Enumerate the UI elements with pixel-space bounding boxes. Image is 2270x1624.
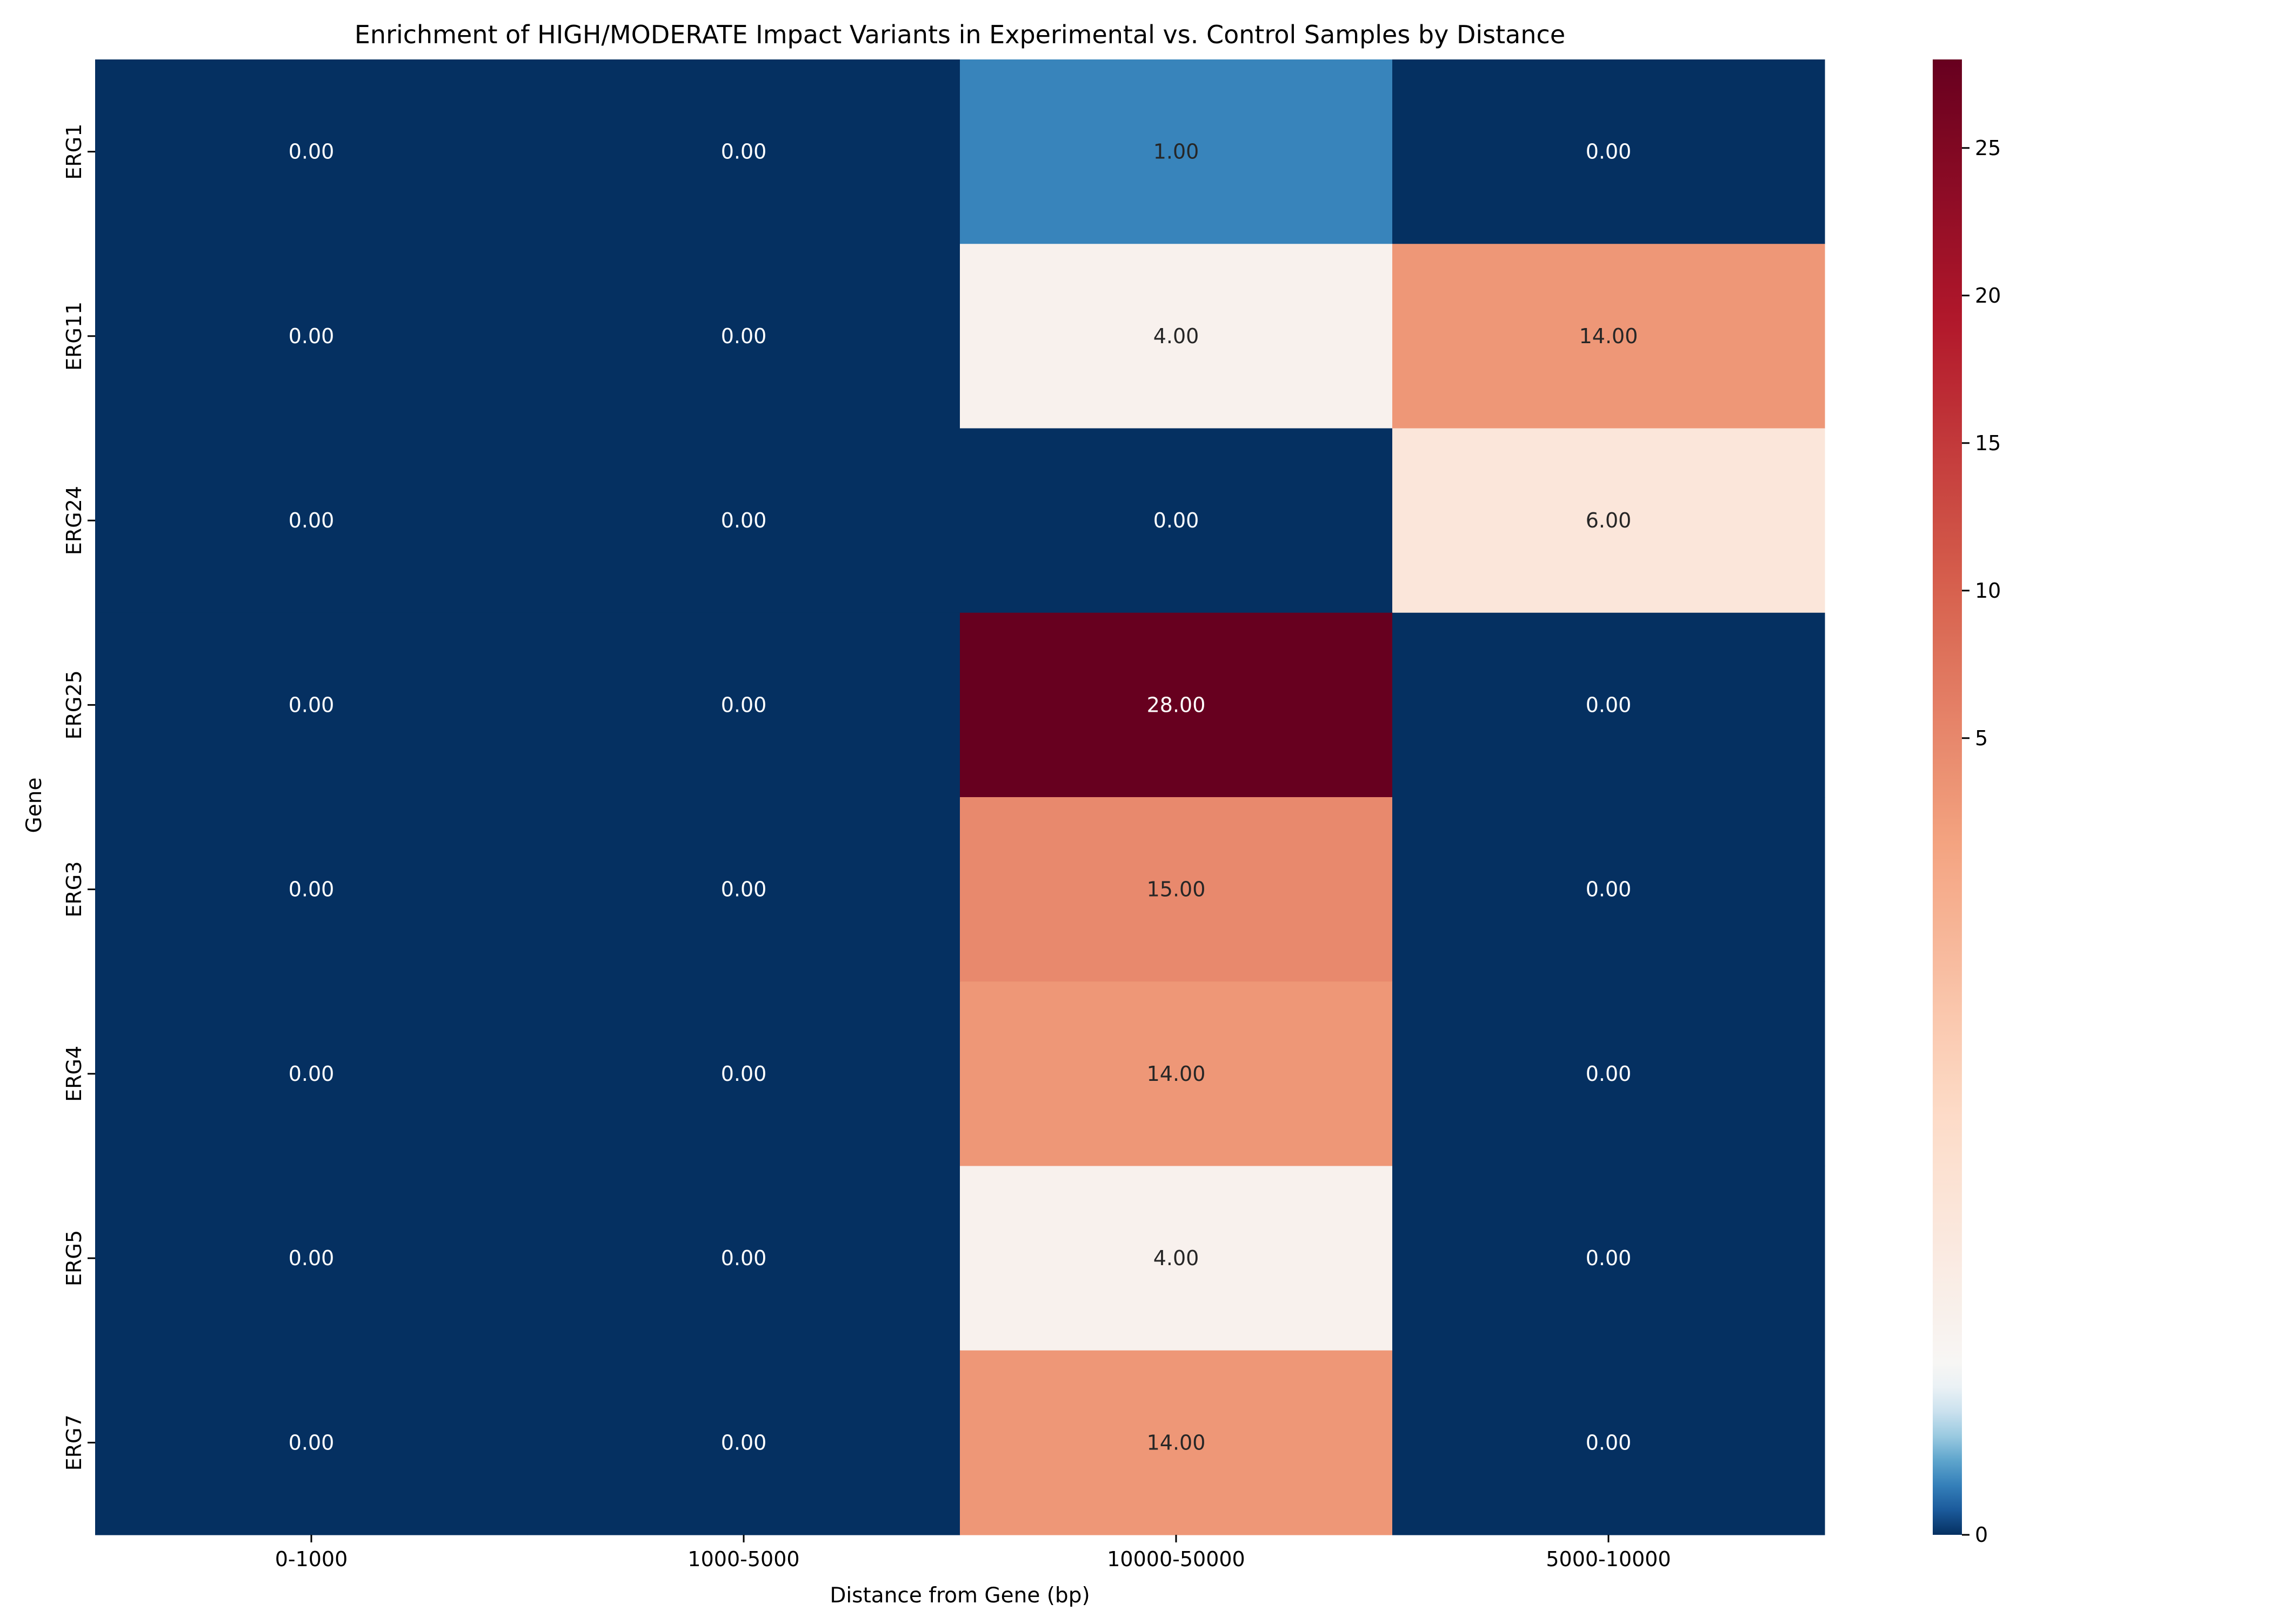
- heatmap-cell: [1392, 1350, 1825, 1535]
- heatmap-cell: [960, 797, 1393, 982]
- heatmap-cell: [95, 244, 528, 429]
- heatmap-cell: [95, 428, 528, 613]
- y-tick-label: ERG5: [62, 1230, 86, 1286]
- cell-value-label: 0.00: [721, 1431, 767, 1454]
- cell-value-label: 0.00: [721, 140, 767, 164]
- heatmap-cell: [1392, 981, 1825, 1167]
- x-axis: 0-1000 1000-5000 10000-50000 5000-10000: [275, 1535, 1671, 1571]
- cell-value-label: 0.00: [721, 509, 767, 532]
- colorbar-tick-label: 25: [1975, 136, 2001, 160]
- heatmap-cells: [95, 59, 1825, 1535]
- chart-title: Enrichment of HIGH/MODERATE Impact Varia…: [355, 20, 1565, 49]
- heatmap-cell: [528, 1350, 960, 1535]
- heatmap-cell: [95, 1350, 528, 1535]
- heatmap-cell: [960, 59, 1393, 244]
- heatmap-cell: [528, 797, 960, 982]
- cell-value-label: 14.00: [1147, 1431, 1206, 1454]
- cell-value-label: 0.00: [1586, 878, 1632, 901]
- cell-value-label: 4.00: [1153, 324, 1199, 348]
- heatmap-cell: [528, 981, 960, 1167]
- y-axis-label: Gene: [22, 778, 46, 833]
- heatmap-cell: [1392, 1166, 1825, 1351]
- heatmap-cell: [1392, 244, 1825, 429]
- cell-value-label: 1.00: [1153, 140, 1199, 164]
- cell-value-label: 0.00: [1153, 509, 1199, 532]
- heatmap-cell: [528, 428, 960, 613]
- colorbar-tick-label: 20: [1975, 284, 2001, 308]
- cell-value-label: 28.00: [1147, 693, 1206, 717]
- heatmap-cell: [95, 981, 528, 1167]
- x-tick-label: 10000-50000: [1107, 1547, 1245, 1571]
- heatmap-cell: [960, 1350, 1393, 1535]
- heatmap-cell: [95, 59, 528, 244]
- cell-value-label: 0.00: [1586, 693, 1632, 717]
- cell-value-label: 0.00: [289, 140, 335, 164]
- y-tick-label: ERG25: [62, 670, 86, 739]
- cell-value-label: 0.00: [1586, 140, 1632, 164]
- cell-value-label: 0.00: [1586, 1246, 1632, 1270]
- cell-value-label: 0.00: [289, 1431, 335, 1454]
- colorbar-gradient: [1933, 59, 1962, 1535]
- cell-value-label: 15.00: [1147, 878, 1206, 901]
- cell-value-label: 0.00: [721, 878, 767, 901]
- heatmap-cell: [1392, 59, 1825, 244]
- colorbar-tick-label: 0: [1975, 1523, 1988, 1547]
- heatmap-cell: [1392, 612, 1825, 798]
- y-tick-label: ERG11: [62, 302, 86, 371]
- heatmap-cell: [960, 428, 1393, 613]
- heatmap-cell: [528, 59, 960, 244]
- cell-value-label: 4.00: [1153, 1246, 1199, 1270]
- cell-value-label: 0.00: [721, 1246, 767, 1270]
- colorbar-tick-label: 15: [1975, 431, 2001, 455]
- heatmap-cell: [95, 612, 528, 798]
- x-axis-label: Distance from Gene (bp): [830, 1583, 1090, 1608]
- y-tick-label: ERG4: [62, 1046, 86, 1102]
- heatmap-cell: [528, 244, 960, 429]
- cell-value-label: 0.00: [1586, 1062, 1632, 1086]
- cell-value-label: 14.00: [1579, 324, 1638, 348]
- heatmap-cell: [95, 1166, 528, 1351]
- x-tick-label: 1000-5000: [687, 1547, 799, 1571]
- cell-value-label: 0.00: [289, 1246, 335, 1270]
- cell-value-label: 0.00: [289, 324, 335, 348]
- x-tick-label: 5000-10000: [1546, 1547, 1671, 1571]
- heatmap-cell: [528, 1166, 960, 1351]
- cell-value-label: 0.00: [1586, 1431, 1632, 1454]
- y-axis: ERG1 ERG11 ERG24 ERG25 ERG3 ERG4 ERG5 ERG7: [62, 124, 95, 1471]
- cell-value-label: 0.00: [721, 1062, 767, 1086]
- cell-value-label: 0.00: [721, 324, 767, 348]
- heatmap-cell: [960, 244, 1393, 429]
- cell-value-label: 0.00: [721, 693, 767, 717]
- cell-value-label: 0.00: [289, 878, 335, 901]
- heatmap-cell: [1392, 428, 1825, 613]
- y-tick-label: ERG24: [62, 486, 86, 555]
- cell-value-label: 0.00: [289, 1062, 335, 1086]
- y-tick-label: ERG3: [62, 861, 86, 918]
- heatmap-cell: [960, 612, 1393, 798]
- heatmap-cell: [1392, 797, 1825, 982]
- cell-value-label: 6.00: [1586, 509, 1632, 532]
- cell-value-label: 14.00: [1147, 1062, 1206, 1086]
- heatmap-cell: [528, 612, 960, 798]
- colorbar: 0 5 10 15 20 25: [1933, 59, 2001, 1547]
- heatmap-cell-labels: 0.00 0.00 1.00 0.00 0.00 0.00 4.00 14.00 0.00 0.0…: [289, 140, 1638, 1455]
- colorbar-tick-label: 10: [1975, 579, 2001, 603]
- y-tick-label: ERG7: [62, 1414, 86, 1471]
- cell-value-label: 0.00: [289, 693, 335, 717]
- heatmap-cell: [960, 981, 1393, 1167]
- colorbar-tick-label: 5: [1975, 726, 1988, 750]
- x-tick-label: 0-1000: [275, 1547, 348, 1571]
- cell-value-label: 0.00: [289, 509, 335, 532]
- heatmap-cell: [960, 1166, 1393, 1351]
- heatmap-cell: [95, 797, 528, 982]
- y-tick-label: ERG1: [62, 124, 86, 180]
